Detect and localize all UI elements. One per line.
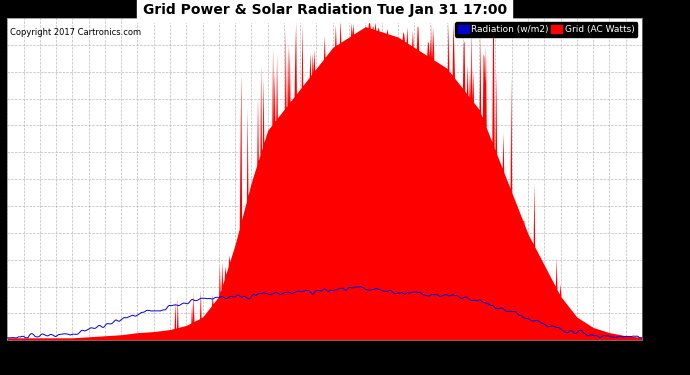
- Title: Grid Power & Solar Radiation Tue Jan 31 17:00: Grid Power & Solar Radiation Tue Jan 31 …: [143, 3, 506, 17]
- Legend: Radiation (w/m2), Grid (AC Watts): Radiation (w/m2), Grid (AC Watts): [455, 22, 638, 37]
- Text: Copyright 2017 Cartronics.com: Copyright 2017 Cartronics.com: [10, 28, 141, 37]
